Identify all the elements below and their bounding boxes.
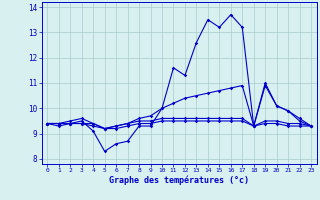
- X-axis label: Graphe des températures (°c): Graphe des températures (°c): [109, 176, 249, 185]
